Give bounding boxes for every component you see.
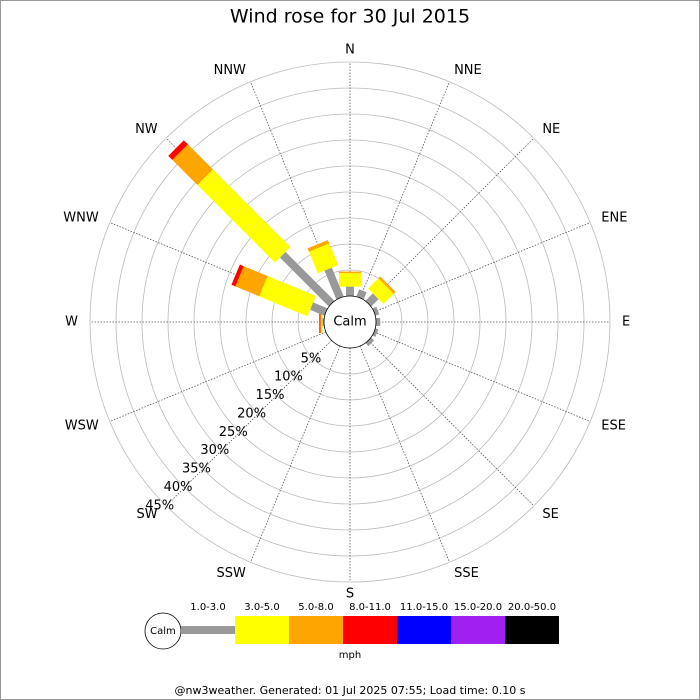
direction-label: SSW <box>217 566 247 581</box>
direction-label: SSE <box>454 566 479 581</box>
wind-segment <box>321 311 323 333</box>
spoke <box>373 331 591 422</box>
calm-label: Calm <box>333 315 366 330</box>
wind-segment <box>172 144 213 185</box>
ring-label: 5% <box>301 351 322 366</box>
wind-segment <box>231 264 244 287</box>
ring-label: 15% <box>256 388 285 403</box>
spoke <box>373 222 591 313</box>
legend-swatch <box>289 616 343 644</box>
wind-segment <box>339 271 361 274</box>
wind-segment <box>339 273 361 287</box>
wind-segment <box>197 169 291 263</box>
legend-label: 5.0-8.0 <box>298 602 333 613</box>
direction-label: NNE <box>454 63 482 78</box>
wind-segment <box>322 318 325 326</box>
ring-label: 10% <box>274 370 303 385</box>
direction-label: WNW <box>63 210 99 225</box>
wind-segment <box>372 306 380 316</box>
legend-label: 8.0-11.0 <box>349 602 391 613</box>
direction-label: N <box>345 43 355 58</box>
direction-label: NW <box>135 122 158 137</box>
wind-segment <box>372 328 379 337</box>
calm-circle <box>323 295 377 349</box>
ring-label: 20% <box>237 406 266 421</box>
wind-segment <box>307 239 330 252</box>
ring <box>297 269 403 375</box>
direction-label: WSW <box>65 419 99 434</box>
spoke <box>109 331 327 422</box>
legend-calm-label: Calm <box>150 626 176 637</box>
spoke <box>368 137 535 304</box>
ring <box>219 191 481 453</box>
spoke <box>359 81 450 299</box>
direction-label: E <box>622 315 630 330</box>
legend-swatch <box>451 616 505 644</box>
direction-label: NNW <box>214 63 246 78</box>
wind-segment <box>308 243 339 274</box>
direction-label: ENE <box>601 210 627 225</box>
wind-segment <box>324 267 344 300</box>
wind-segment <box>365 337 375 347</box>
ring-label: 30% <box>200 443 229 458</box>
wind-segment <box>310 302 328 316</box>
legend-label: 11.0-15.0 <box>400 602 448 613</box>
wind-segment <box>168 140 188 160</box>
spoke <box>250 345 341 563</box>
wind-segment <box>356 289 367 300</box>
legend-label: 3.0-5.0 <box>244 602 279 613</box>
ring-label: 25% <box>219 425 248 440</box>
spoke <box>368 340 535 507</box>
legend-swatch <box>235 616 289 644</box>
legend-swatch <box>181 626 235 634</box>
ring-label: 45% <box>145 498 174 513</box>
legend-label: 15.0-20.0 <box>454 602 502 613</box>
wind-segment <box>320 311 322 333</box>
wind-segment <box>259 276 316 317</box>
spoke <box>165 340 332 507</box>
direction-label: NE <box>542 122 560 137</box>
wind-segment <box>235 266 268 297</box>
chart-title: Wind rose for 30 Jul 2015 <box>230 6 470 28</box>
legend-swatch <box>343 616 397 644</box>
ring-label: 35% <box>182 462 211 477</box>
direction-label: W <box>65 315 78 330</box>
wind-segment <box>319 311 321 333</box>
wind-segment <box>279 251 335 307</box>
wind-segment <box>378 276 396 294</box>
unit-label: mph <box>339 650 361 661</box>
direction-label: ESE <box>601 419 626 434</box>
legend-swatch <box>505 616 559 644</box>
legend-label: 1.0-3.0 <box>190 602 225 613</box>
wind-segment <box>376 318 381 326</box>
ring <box>141 113 559 531</box>
wind-segment <box>346 286 354 296</box>
wind-segment <box>365 293 379 307</box>
ring-label: 40% <box>164 480 193 495</box>
wind-segment <box>367 278 394 305</box>
footer: @nw3weather. Generated: 01 Jul 2025 07:5… <box>175 684 526 697</box>
legend-swatch <box>397 616 451 644</box>
direction-label: SW <box>137 507 158 522</box>
ring <box>89 61 611 583</box>
spoke <box>359 345 450 563</box>
legend-label: 20.0-50.0 <box>508 602 556 613</box>
direction-label: S <box>346 587 354 602</box>
direction-label: SE <box>542 507 558 522</box>
